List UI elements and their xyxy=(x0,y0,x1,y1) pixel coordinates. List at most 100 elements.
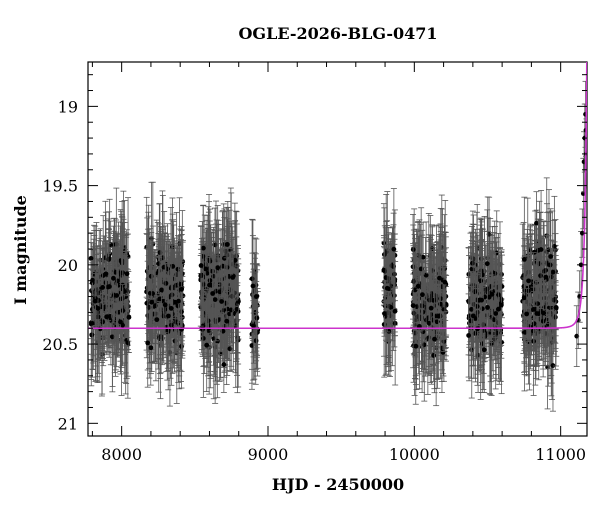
data-point xyxy=(493,311,499,316)
data-point xyxy=(179,286,184,292)
data-point xyxy=(104,314,110,320)
data-point xyxy=(251,288,257,294)
data-point xyxy=(228,307,234,313)
data-point xyxy=(437,275,442,281)
data-point xyxy=(420,254,426,260)
data-point xyxy=(384,285,390,291)
data-point xyxy=(410,303,416,309)
data-point xyxy=(442,279,448,285)
data-point xyxy=(168,305,174,311)
data-point xyxy=(118,319,123,325)
data-point xyxy=(249,276,255,282)
data-marks xyxy=(88,80,587,412)
data-point xyxy=(200,335,206,341)
data-point xyxy=(221,362,227,367)
data-point xyxy=(126,314,132,320)
data-point xyxy=(178,281,184,287)
data-point xyxy=(392,271,397,277)
data-point xyxy=(436,313,441,319)
data-point xyxy=(115,278,120,284)
data-point xyxy=(221,255,227,261)
data-point xyxy=(232,257,238,263)
data-point xyxy=(149,299,155,305)
data-point xyxy=(484,261,490,267)
data-point xyxy=(89,321,95,326)
data-point xyxy=(210,291,216,296)
data-point xyxy=(88,255,94,261)
data-point xyxy=(207,278,213,283)
data-point xyxy=(204,342,210,348)
data-point xyxy=(175,266,181,272)
data-point xyxy=(92,298,98,304)
data-point xyxy=(485,305,490,310)
data-point xyxy=(176,298,181,304)
data-point xyxy=(482,294,488,300)
data-point xyxy=(466,333,472,338)
data-point xyxy=(224,242,230,247)
chart-title: OGLE-2026-BLG-0471 xyxy=(238,24,437,43)
data-point xyxy=(470,260,475,266)
data-point xyxy=(428,305,434,311)
data-point xyxy=(426,320,432,326)
data-point xyxy=(169,292,175,298)
data-point xyxy=(250,283,256,289)
data-point xyxy=(160,313,166,319)
data-point xyxy=(227,346,233,352)
data-point xyxy=(391,246,397,252)
data-point xyxy=(418,266,424,272)
data-point xyxy=(159,287,164,293)
data-point xyxy=(89,332,95,338)
data-point xyxy=(432,336,437,342)
data-point xyxy=(431,353,437,358)
data-point xyxy=(175,303,181,309)
data-point xyxy=(100,285,106,290)
data-point xyxy=(200,245,206,251)
data-point xyxy=(470,313,476,319)
data-point xyxy=(198,263,204,268)
data-point xyxy=(251,323,256,329)
data-point xyxy=(479,297,484,303)
data-point xyxy=(469,306,474,312)
data-point xyxy=(478,278,484,284)
data-point xyxy=(415,283,421,289)
data-point xyxy=(481,347,487,353)
data-point xyxy=(150,291,156,296)
data-point xyxy=(207,282,212,288)
data-point xyxy=(382,311,387,316)
data-point xyxy=(412,287,418,293)
data-point xyxy=(498,302,504,308)
data-point xyxy=(386,328,392,334)
data-point xyxy=(495,306,501,312)
data-point xyxy=(221,307,227,313)
data-point xyxy=(381,267,387,273)
data-point xyxy=(206,328,211,333)
data-point xyxy=(203,266,209,272)
data-point xyxy=(440,349,446,355)
data-point xyxy=(419,292,425,298)
data-point xyxy=(154,317,160,323)
data-point xyxy=(106,257,112,262)
data-point xyxy=(219,299,225,304)
data-point xyxy=(253,294,259,299)
data-point xyxy=(107,284,112,289)
data-point xyxy=(160,255,166,261)
data-point xyxy=(125,340,131,346)
data-point xyxy=(254,315,260,321)
data-point xyxy=(392,308,398,314)
data-point xyxy=(163,280,169,286)
data-point xyxy=(388,305,394,310)
data-point xyxy=(438,301,443,307)
data-point xyxy=(103,271,109,277)
data-point xyxy=(413,343,419,349)
data-point xyxy=(145,340,151,346)
data-point xyxy=(114,293,120,298)
data-point xyxy=(158,334,164,340)
data-point xyxy=(162,302,168,308)
data-point xyxy=(224,318,230,324)
data-point xyxy=(411,310,417,316)
data-point xyxy=(441,307,447,313)
data-point xyxy=(124,271,130,277)
data-point xyxy=(95,305,101,311)
data-point xyxy=(111,275,116,281)
